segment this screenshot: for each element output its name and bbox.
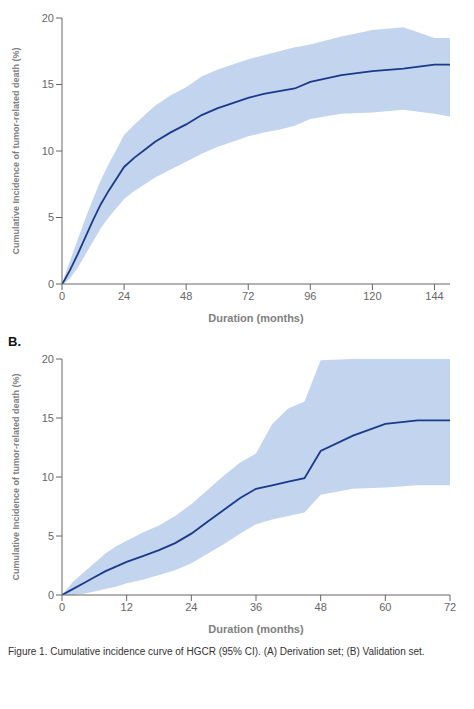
svg-text:48: 48	[315, 601, 327, 613]
svg-text:60: 60	[379, 601, 391, 613]
svg-text:10: 10	[42, 471, 54, 483]
svg-text:0: 0	[59, 290, 65, 302]
svg-text:15: 15	[42, 78, 54, 90]
svg-text:36: 36	[250, 601, 262, 613]
svg-text:Cumulative Incidence of tumor-: Cumulative Incidence of tumor-related de…	[11, 373, 21, 580]
svg-text:5: 5	[48, 530, 54, 542]
svg-text:0: 0	[48, 589, 54, 601]
svg-text:0: 0	[59, 601, 65, 613]
svg-text:96: 96	[304, 290, 316, 302]
svg-text:15: 15	[42, 412, 54, 424]
html-text:B.: B.	[8, 334, 21, 349]
html-text:Figure 1. Cumulative incidence: Figure 1. Cumulative incidence curve of …	[8, 646, 425, 657]
svg-text:Cumulative Incidence of tumor-: Cumulative Incidence of tumor-related de…	[11, 47, 21, 254]
svg-text:20: 20	[42, 12, 54, 24]
svg-text:20: 20	[42, 353, 54, 365]
svg-text:12: 12	[121, 601, 133, 613]
svg-text:24: 24	[118, 290, 130, 302]
svg-text:48: 48	[180, 290, 192, 302]
svg-text:24: 24	[185, 601, 197, 613]
svg-text:5: 5	[48, 211, 54, 223]
svg-text:72: 72	[242, 290, 254, 302]
svg-text:Duration (months): Duration (months)	[208, 312, 304, 324]
svg-text:120: 120	[363, 290, 381, 302]
svg-text:72: 72	[444, 601, 456, 613]
svg-text:Duration (months): Duration (months)	[208, 623, 304, 635]
svg-text:144: 144	[425, 290, 443, 302]
svg-text:10: 10	[42, 145, 54, 157]
svg-text:0: 0	[48, 278, 54, 290]
